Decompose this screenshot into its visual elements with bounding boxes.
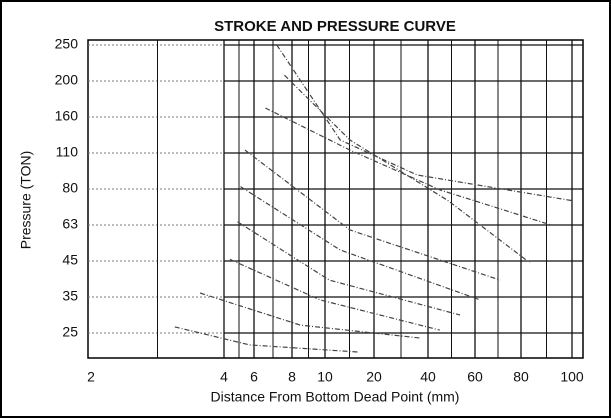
curve <box>174 326 360 353</box>
x-tick-label: 8 <box>288 369 296 385</box>
x-tick-label: 20 <box>366 369 382 385</box>
y-tick-label: 45 <box>62 252 78 268</box>
y-tick-label: 200 <box>55 72 79 88</box>
curve <box>244 149 501 281</box>
x-tick-label: 6 <box>250 369 258 385</box>
x-tick-label: 10 <box>317 369 333 385</box>
curve <box>229 258 440 331</box>
x-tick-label: 80 <box>513 369 529 385</box>
y-tick-label: 110 <box>56 144 79 160</box>
y-tick-label: 35 <box>62 288 78 304</box>
y-tick-label: 25 <box>62 324 78 340</box>
y-tick-label: 63 <box>62 216 78 232</box>
x-tick-label: 100 <box>560 369 584 385</box>
plot-frame <box>87 39 584 359</box>
curve <box>276 44 573 202</box>
x-axis-label: Distance From Bottom Dead Point (mm) <box>211 389 460 405</box>
chart-title: STROKE AND PRESSURE CURVE <box>214 18 456 35</box>
x-tick-label: 60 <box>467 369 483 385</box>
curve <box>265 107 552 226</box>
y-tick-label: 160 <box>55 108 79 124</box>
y-tick-label: 250 <box>55 36 79 52</box>
y-axis-label: Pressure (TON) <box>18 151 34 250</box>
curve <box>240 186 481 301</box>
x-tick-label: 4 <box>220 369 228 385</box>
y-tick-label: 80 <box>62 180 78 196</box>
x-tick-label: 40 <box>420 369 436 385</box>
x-tick-label: 2 <box>87 369 95 385</box>
